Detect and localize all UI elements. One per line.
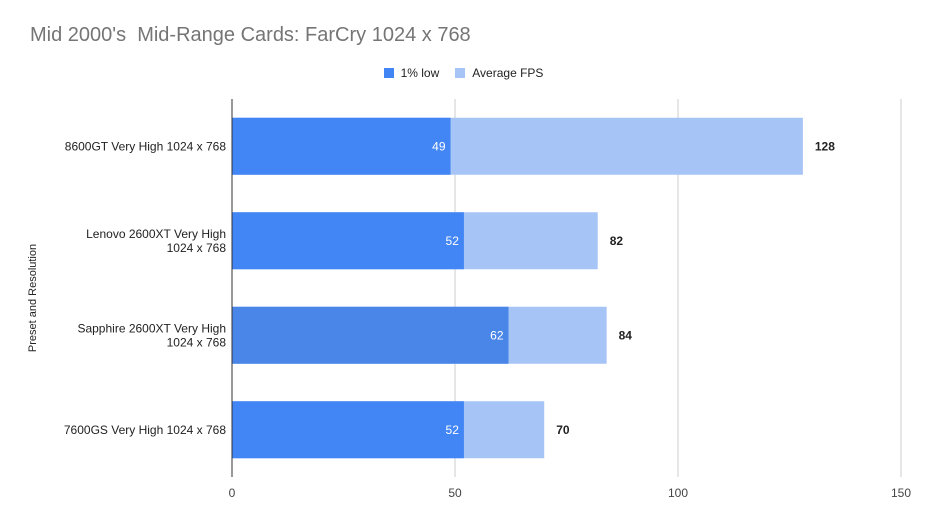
category-label: 7600GS Very High 1024 x 768 bbox=[64, 423, 226, 437]
category-label: Sapphire 2600XT Very High bbox=[77, 321, 226, 335]
x-tick-label: 0 bbox=[229, 486, 236, 500]
legend-label-average-fps: Average FPS bbox=[472, 66, 544, 80]
data-label-1pct-low: 52 bbox=[446, 234, 460, 248]
bar-1pct-low[interactable] bbox=[232, 306, 509, 364]
data-label-1pct-low: 49 bbox=[432, 139, 446, 153]
bar-1pct-low[interactable] bbox=[232, 117, 451, 175]
legend-swatch-1pct-low bbox=[383, 68, 394, 78]
data-label-1pct-low: 62 bbox=[490, 328, 504, 342]
data-label-average-fps: 70 bbox=[556, 423, 570, 437]
x-tick-label: 100 bbox=[668, 486, 688, 500]
data-label-average-fps: 82 bbox=[610, 234, 624, 248]
category-label: 1024 x 768 bbox=[167, 241, 227, 255]
legend-item-1pct-low[interactable]: 1% low bbox=[383, 66, 440, 80]
data-label-average-fps: 84 bbox=[619, 328, 633, 342]
legend-swatch-average-fps bbox=[455, 68, 466, 78]
data-label-average-fps: 128 bbox=[815, 139, 835, 153]
legend-item-average-fps[interactable]: Average FPS bbox=[455, 66, 543, 80]
bar-1pct-low[interactable] bbox=[232, 212, 464, 270]
category-label: Lenovo 2600XT Very High bbox=[86, 227, 226, 241]
category-label: 8600GT Very High 1024 x 768 bbox=[65, 139, 227, 153]
chart-title: Mid 2000's Mid-Range Cards: FarCry 1024 … bbox=[30, 24, 471, 46]
category-label: 1024 x 768 bbox=[167, 335, 227, 349]
x-tick-label: 50 bbox=[448, 486, 462, 500]
legend: 1% low Average FPS bbox=[0, 66, 927, 80]
legend-label-1pct-low: 1% low bbox=[400, 66, 440, 80]
x-tick-label: 150 bbox=[891, 486, 911, 500]
bar-1pct-low[interactable] bbox=[232, 401, 464, 459]
data-label-1pct-low: 52 bbox=[446, 423, 460, 437]
